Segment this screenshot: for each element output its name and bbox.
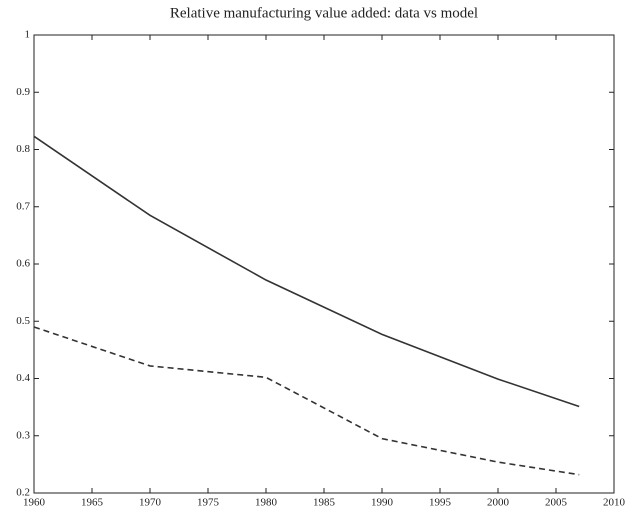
y-tick-label: 0.4 <box>16 372 30 384</box>
y-tick-label: 0.3 <box>16 429 30 441</box>
plot-frame <box>33 34 615 494</box>
series-line <box>33 135 580 408</box>
x-tick-label: 2005 <box>545 497 568 509</box>
x-tick-label: 1985 <box>313 497 336 509</box>
x-tick-label: 1965 <box>81 497 104 509</box>
chart-title: Relative manufacturing value added: data… <box>170 5 478 21</box>
x-tick-label: 2000 <box>487 497 510 509</box>
y-tick-label: 0.7 <box>16 200 30 212</box>
y-tick-label: 0.8 <box>16 143 30 155</box>
y-tick-label: 0.6 <box>16 258 30 270</box>
x-tick-label: 1995 <box>429 497 452 509</box>
series-line <box>33 326 580 476</box>
x-tick-label: 2010 <box>603 497 625 509</box>
y-tick-label: 0.2 <box>16 487 30 499</box>
x-tick-label: 1960 <box>23 497 46 509</box>
x-tick-label: 1975 <box>197 497 220 509</box>
y-tick-label: 0.9 <box>16 86 30 98</box>
x-tick-label: 1970 <box>139 497 162 509</box>
x-tick-label: 1980 <box>255 497 278 509</box>
y-tick-label: 1 <box>25 29 31 41</box>
y-tick-label: 0.5 <box>16 315 30 327</box>
x-tick-label: 1990 <box>371 497 394 509</box>
